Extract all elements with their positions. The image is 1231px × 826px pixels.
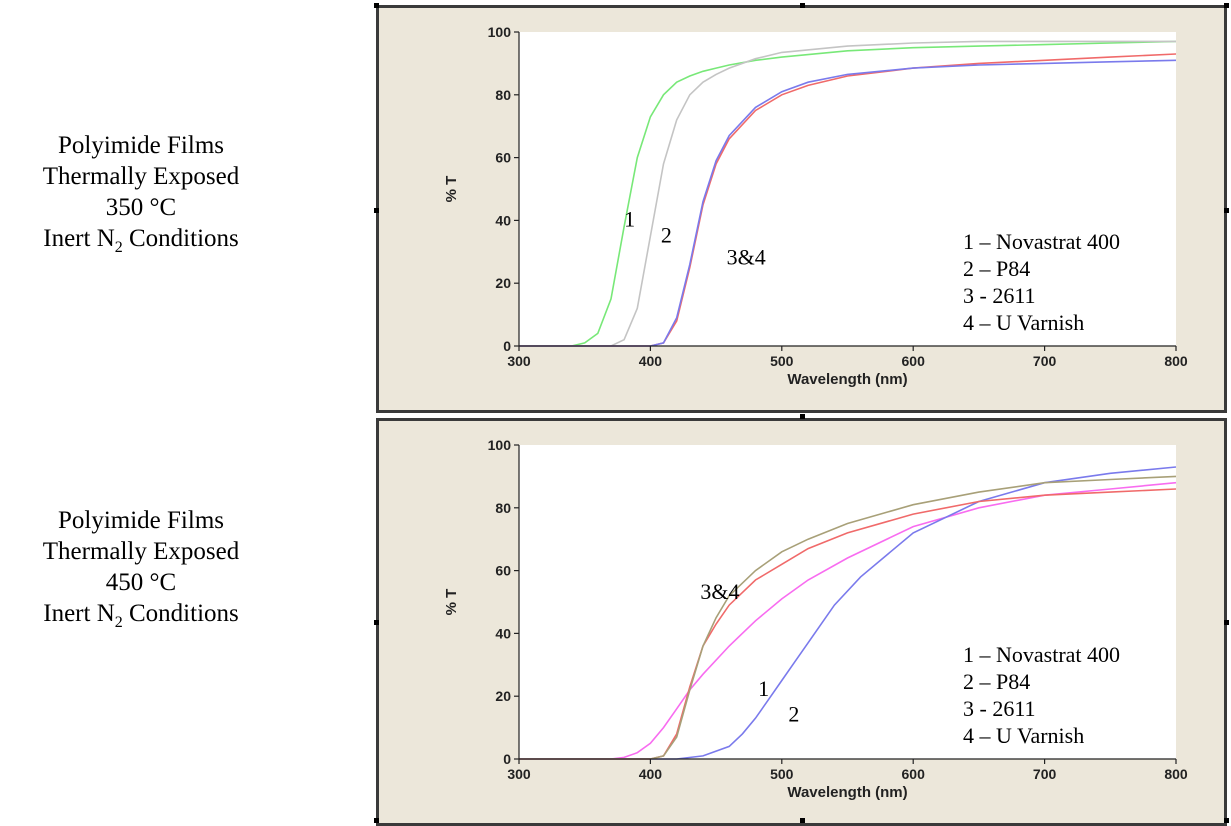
y-tick-label: 0 (503, 751, 511, 767)
side-label-line4-suffix: Conditions (122, 225, 239, 252)
x-tick-label: 700 (1033, 353, 1057, 369)
selection-handle[interactable] (1224, 620, 1229, 625)
curve-label: 1 (624, 207, 635, 232)
series-line-4 (519, 475, 1177, 760)
selection-handle[interactable] (800, 3, 805, 8)
y-tick-label: 20 (495, 688, 511, 704)
side-label-350: Polyimide Films Thermally Exposed 350 °C… (0, 130, 282, 263)
x-tick-label: 700 (1033, 766, 1057, 782)
selection-handle[interactable] (1224, 208, 1229, 213)
side-label-line4-sub: 2 (114, 239, 123, 256)
x-tick-label: 400 (639, 766, 663, 782)
selection-handle[interactable] (374, 208, 379, 213)
y-tick-label: 60 (495, 150, 511, 166)
curve-label: 3&4 (700, 579, 739, 604)
transmittance-chart-450: 300 400 500 600 700 800 0 20 40 60 80 100 Wavelength… (443, 437, 1188, 801)
x-tick-label: 600 (902, 353, 926, 369)
curve-label: 2 (788, 701, 799, 726)
side-label-line1: Polyimide Films (57, 507, 224, 534)
y-axis-title: % T (443, 176, 460, 203)
side-label-line1: Polyimide Films (57, 132, 224, 159)
x-tick-label: 500 (770, 353, 794, 369)
side-label-line4-suffix: Conditions (122, 600, 239, 627)
legend-entry-1: 1 – Novastrat 400 (963, 642, 1120, 667)
y-tick-label: 0 (503, 338, 511, 354)
plot-area (519, 445, 1176, 759)
side-label-line4-prefix: Inert N (43, 225, 115, 252)
side-label-line4: Inert N2 Conditions (0, 598, 282, 638)
selection-handle[interactable] (374, 818, 379, 823)
series-line-1 (519, 40, 1177, 347)
side-label-line4-prefix: Inert N (43, 600, 115, 627)
side-label-line4-sub: 2 (114, 614, 123, 631)
x-tick-label: 600 (902, 766, 926, 782)
transmittance-chart-350: 300 400 500 600 700 800 0 20 40 60 80 100 Wavelength… (443, 24, 1188, 388)
y-tick-label: 100 (488, 437, 512, 453)
selection-handle[interactable] (1224, 3, 1229, 8)
y-tick-label: 40 (495, 625, 511, 641)
series-line-4 (519, 59, 1177, 347)
x-tick-label: 500 (770, 766, 794, 782)
curve-label: 2 (661, 222, 672, 247)
series-line-3 (519, 53, 1177, 347)
legend-entry-2: 2 – P84 (963, 669, 1030, 694)
series-line-2 (519, 40, 1176, 347)
legend-entry-2: 2 – P84 (963, 256, 1030, 281)
plot-area (519, 32, 1176, 346)
x-axis-title: Wavelength (nm) (787, 371, 907, 388)
chart-panel-350: 300 400 500 600 700 800 0 20 40 60 80 100 Wavelength… (376, 5, 1227, 413)
legend-entry-3: 3 - 2611 (963, 283, 1036, 308)
selection-handle[interactable] (800, 414, 805, 419)
legend-entry-1: 1 – Novastrat 400 (963, 229, 1120, 254)
side-label-line2: Thermally Exposed (42, 163, 240, 190)
legend-entry-3: 3 - 2611 (963, 696, 1036, 721)
y-tick-label: 60 (495, 563, 511, 579)
y-tick-label: 20 (495, 275, 511, 291)
x-tick-label: 400 (639, 353, 663, 369)
series-line-1 (519, 481, 1177, 760)
legend-entry-4: 4 – U Varnish (963, 310, 1084, 335)
series-line-3 (519, 488, 1177, 760)
selection-handle[interactable] (374, 620, 379, 625)
y-tick-label: 80 (495, 87, 511, 103)
legend-entry-4: 4 – U Varnish (963, 723, 1084, 748)
side-label-line2: Thermally Exposed (42, 538, 240, 565)
y-axis-title: % T (443, 589, 460, 616)
x-tick-label: 300 (507, 766, 531, 782)
y-tick-label: 80 (495, 500, 511, 516)
curve-label: 1 (758, 676, 769, 701)
x-tick-label: 300 (507, 353, 531, 369)
side-label-line3: 450 °C (105, 569, 177, 596)
side-label-line3: 350 °C (105, 194, 177, 221)
selection-handle[interactable] (374, 3, 379, 8)
curve-label: 3&4 (727, 244, 766, 269)
x-tick-label: 800 (1164, 353, 1188, 369)
selection-handle[interactable] (1224, 818, 1229, 823)
series-line-2 (519, 466, 1177, 760)
x-axis-title: Wavelength (nm) (787, 784, 907, 801)
y-tick-label: 100 (488, 24, 512, 40)
selection-handle[interactable] (800, 818, 805, 823)
side-label-line4: Inert N2 Conditions (0, 223, 282, 263)
side-label-450: Polyimide Films Thermally Exposed 450 °C… (0, 505, 282, 638)
chart-panel-450: 300 400 500 600 700 800 0 20 40 60 80 100 Wavelength… (376, 418, 1227, 826)
x-tick-label: 800 (1164, 766, 1188, 782)
y-tick-label: 40 (495, 212, 511, 228)
